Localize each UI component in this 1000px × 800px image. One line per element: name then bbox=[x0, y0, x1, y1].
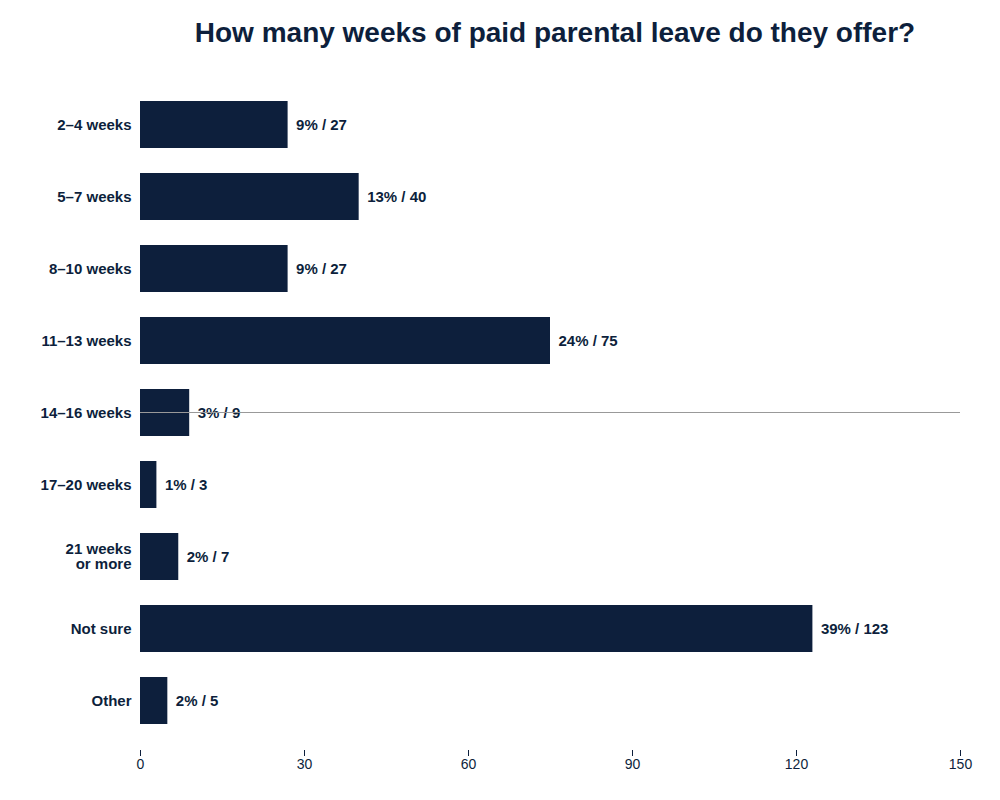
svg-text:13% / 40: 13% / 40 bbox=[367, 187, 426, 204]
html-text:How many weeks of paid parenta: How many weeks of paid parental leave do… bbox=[194, 17, 916, 48]
svg-text:3% / 9: 3% / 9 bbox=[197, 403, 241, 421]
svg-text:90: 90 bbox=[625, 756, 641, 772]
svg-text:8–10 weeks: 8–10 weeks bbox=[49, 259, 132, 276]
svg-text:5–7 weeks: 5–7 weeks bbox=[57, 187, 131, 204]
svg-text:17–20 weeks: 17–20 weeks bbox=[41, 475, 132, 492]
svg-text:9% / 27: 9% / 27 bbox=[296, 259, 347, 276]
svg-text:2% / 7: 2% / 7 bbox=[187, 547, 230, 564]
svg-text:60: 60 bbox=[461, 756, 477, 772]
svg-text:9% / 27: 9% / 27 bbox=[296, 115, 347, 132]
svg-text:14–16 weeks: 14–16 weeks bbox=[41, 403, 132, 420]
svg-text:Other: Other bbox=[91, 691, 131, 708]
svg-text:150: 150 bbox=[949, 756, 973, 772]
svg-text:Not sure: Not sure bbox=[71, 619, 132, 636]
svg-text:2% / 5: 2% / 5 bbox=[176, 691, 219, 708]
svg-text:30: 30 bbox=[297, 756, 313, 772]
svg-text:0: 0 bbox=[137, 756, 145, 772]
svg-text:11–13 weeks: 11–13 weeks bbox=[41, 331, 131, 348]
svg-text:39% / 123: 39% / 123 bbox=[821, 619, 889, 636]
svg-text:21 weeksor more: 21 weeksor more bbox=[66, 540, 132, 572]
svg-text:120: 120 bbox=[785, 756, 809, 772]
svg-text:2–4 weeks: 2–4 weeks bbox=[57, 115, 131, 132]
svg-text:1% / 3: 1% / 3 bbox=[165, 475, 208, 492]
svg-text:24% / 75: 24% / 75 bbox=[559, 331, 618, 348]
